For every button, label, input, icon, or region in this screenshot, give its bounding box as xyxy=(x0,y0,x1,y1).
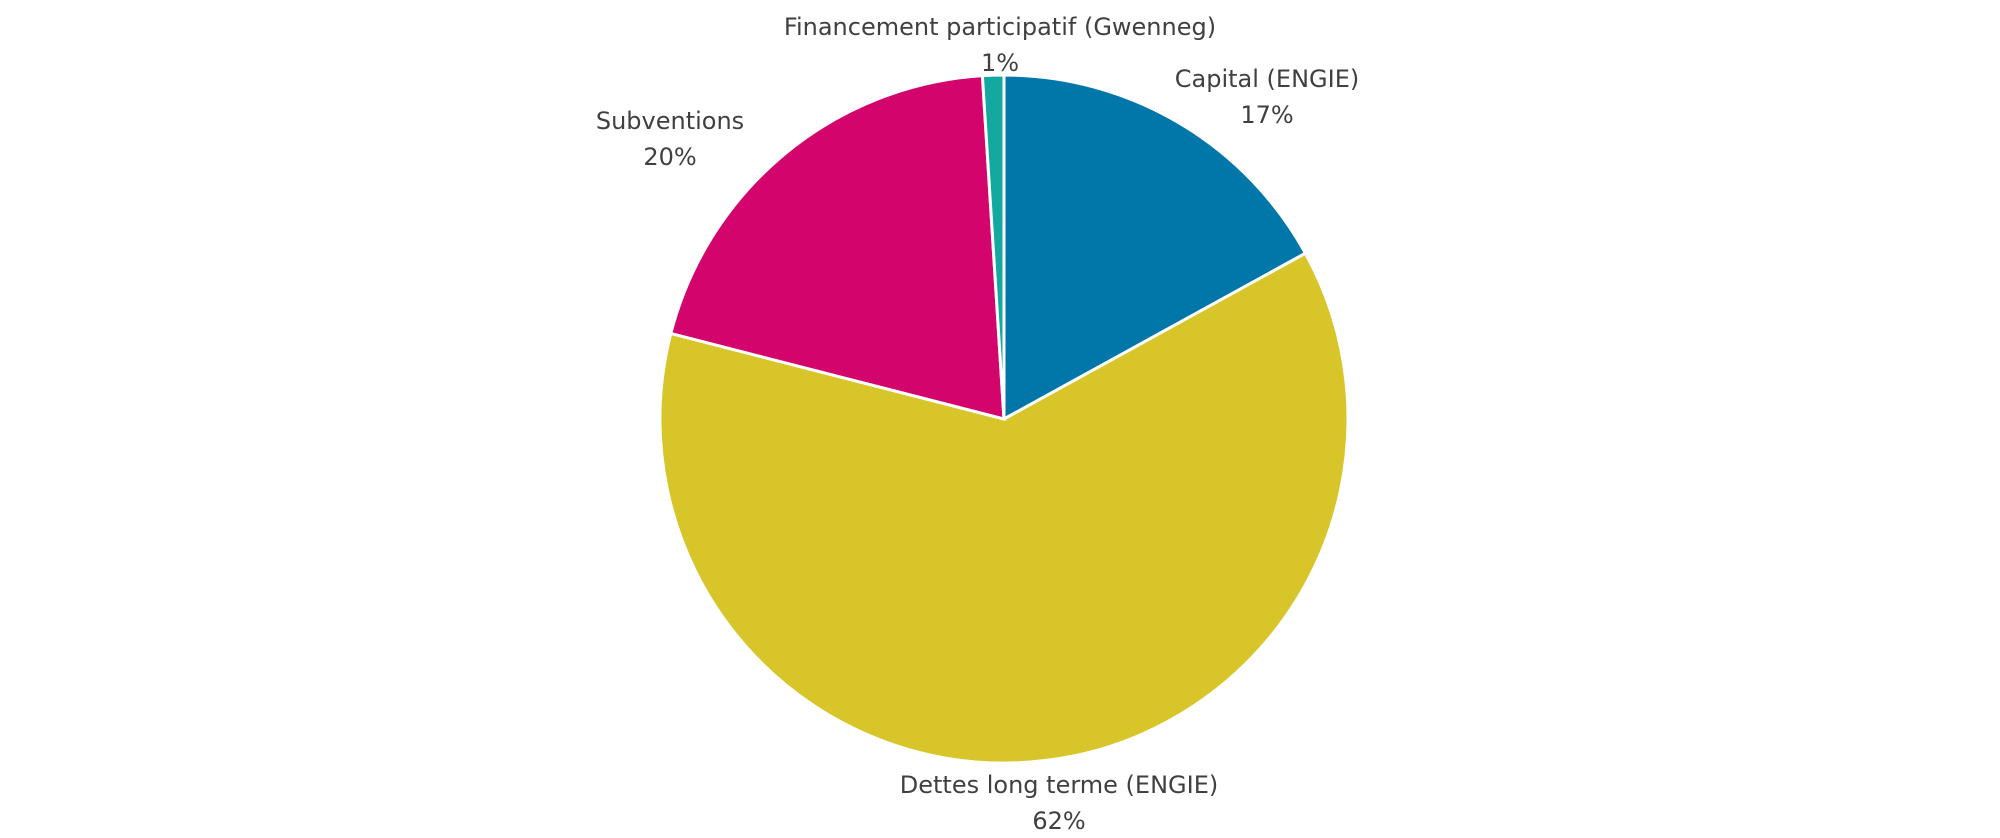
pie-slice xyxy=(980,73,1006,420)
slice-value: 20% xyxy=(643,143,696,171)
slice-label: Subventions xyxy=(596,107,744,135)
pie-slice xyxy=(1002,73,1308,422)
slice-value: 62% xyxy=(1032,807,1085,835)
slice-label: Dettes long terme (ENGIE) xyxy=(900,771,1218,799)
pie-slice xyxy=(668,74,1006,421)
slice-label: Capital (ENGIE) xyxy=(1175,65,1359,93)
slice-value: 1% xyxy=(981,49,1019,77)
slice-label: Financement participatif (Gwenneg) xyxy=(784,13,1216,41)
pie-slice xyxy=(658,251,1350,765)
slice-value: 17% xyxy=(1240,101,1293,129)
